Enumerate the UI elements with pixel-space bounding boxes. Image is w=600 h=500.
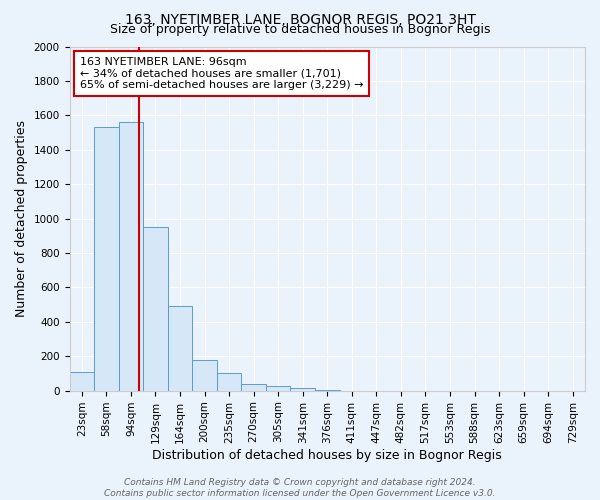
Text: Contains HM Land Registry data © Crown copyright and database right 2024.
Contai: Contains HM Land Registry data © Crown c…: [104, 478, 496, 498]
Bar: [70, 372, 94, 390]
Text: 163 NYETIMBER LANE: 96sqm
← 34% of detached houses are smaller (1,701)
65% of se: 163 NYETIMBER LANE: 96sqm ← 34% of detac…: [80, 57, 364, 90]
Bar: [168, 306, 192, 390]
Y-axis label: Number of detached properties: Number of detached properties: [15, 120, 28, 317]
Bar: [94, 128, 119, 390]
Bar: [290, 388, 315, 390]
Bar: [217, 374, 241, 390]
Text: 163, NYETIMBER LANE, BOGNOR REGIS, PO21 3HT: 163, NYETIMBER LANE, BOGNOR REGIS, PO21 …: [125, 12, 475, 26]
Bar: [143, 227, 168, 390]
Bar: [192, 360, 217, 390]
Bar: [266, 386, 290, 390]
Bar: [119, 122, 143, 390]
Bar: [241, 384, 266, 390]
X-axis label: Distribution of detached houses by size in Bognor Regis: Distribution of detached houses by size …: [152, 450, 502, 462]
Text: Size of property relative to detached houses in Bognor Regis: Size of property relative to detached ho…: [110, 22, 490, 36]
